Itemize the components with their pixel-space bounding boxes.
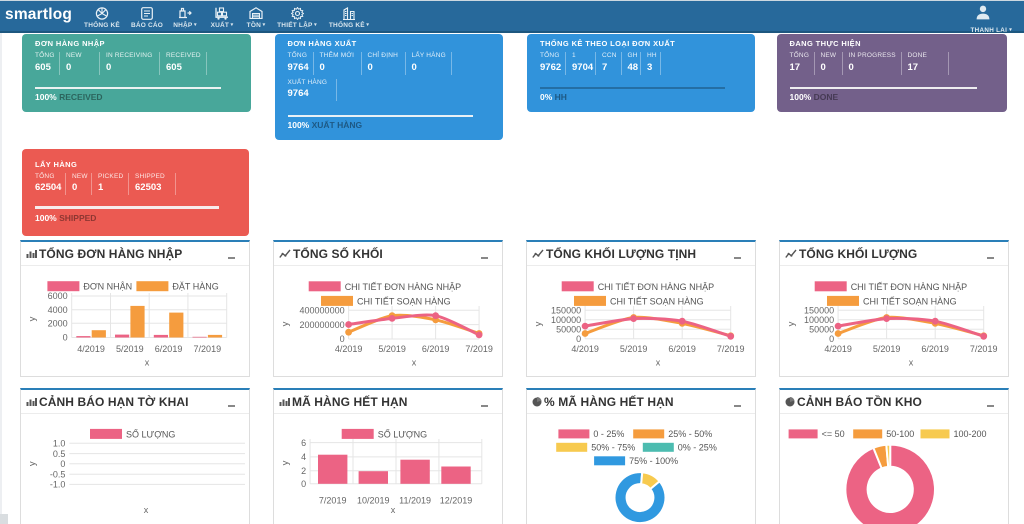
svg-text:0: 0 <box>576 334 581 344</box>
svg-text:6: 6 <box>301 437 306 447</box>
svg-text:2: 2 <box>301 465 306 475</box>
svg-text:x: x <box>656 357 661 367</box>
svg-text:0: 0 <box>340 334 345 344</box>
svg-text:4: 4 <box>301 452 306 462</box>
svg-text:y: y <box>280 460 291 465</box>
svg-text:SỐ LƯỢNG: SỐ LƯỢNG <box>378 428 427 439</box>
svg-text:7/2019: 7/2019 <box>970 344 998 354</box>
svg-text:0: 0 <box>301 479 306 489</box>
svg-text:4/2019: 4/2019 <box>335 344 363 354</box>
svg-text:y: y <box>27 461 38 466</box>
svg-text:50000: 50000 <box>556 324 581 334</box>
svg-text:100-200: 100-200 <box>954 428 987 438</box>
svg-text:-1.0: -1.0 <box>50 479 66 489</box>
svg-text:SỐ LƯỢNG: SỐ LƯỢNG <box>126 428 175 439</box>
svg-text:5/2019: 5/2019 <box>378 344 406 354</box>
svg-text:75% - 100%: 75% - 100% <box>629 455 678 465</box>
svg-text:x: x <box>144 504 149 514</box>
svg-text:6/2019: 6/2019 <box>422 344 450 354</box>
svg-text:7/2019: 7/2019 <box>319 495 347 505</box>
svg-text:x: x <box>391 504 396 514</box>
svg-text:7/2019: 7/2019 <box>717 344 745 354</box>
svg-text:-0.5: -0.5 <box>50 469 66 479</box>
svg-text:x: x <box>909 357 914 367</box>
svg-text:5/2019: 5/2019 <box>620 344 648 354</box>
svg-text:4/2019: 4/2019 <box>824 344 852 354</box>
svg-text:x: x <box>412 357 417 367</box>
svg-text:0: 0 <box>829 334 834 344</box>
svg-text:6000: 6000 <box>48 291 68 301</box>
svg-text:150000: 150000 <box>804 305 834 315</box>
svg-text:100000: 100000 <box>804 314 834 324</box>
svg-text:CHI TIẾT SOẠN HÀNG: CHI TIẾT SOẠN HÀNG <box>863 296 957 306</box>
svg-text:y: y <box>280 321 291 326</box>
svg-text:0: 0 <box>63 332 68 342</box>
svg-text:<= 50: <= 50 <box>822 428 845 438</box>
svg-text:CHI TIẾT ĐƠN HÀNG NHẬP: CHI TIẾT ĐƠN HÀNG NHẬP <box>345 281 461 291</box>
svg-text:y: y <box>533 321 544 326</box>
svg-text:7/2019: 7/2019 <box>465 344 493 354</box>
svg-text:200000000: 200000000 <box>300 319 345 329</box>
svg-text:150000: 150000 <box>551 305 581 315</box>
svg-text:ĐƠN NHẬN: ĐƠN NHẬN <box>83 281 132 291</box>
svg-text:50-100: 50-100 <box>886 428 914 438</box>
svg-text:4000: 4000 <box>48 305 68 315</box>
svg-text:CHI TIẾT ĐƠN HÀNG NHẬP: CHI TIẾT ĐƠN HÀNG NHẬP <box>598 281 714 291</box>
svg-text:2000: 2000 <box>48 318 68 328</box>
svg-text:50% - 75%: 50% - 75% <box>591 442 635 452</box>
svg-text:ĐẶT HÀNG: ĐẶT HÀNG <box>172 281 218 291</box>
svg-text:0 - 25%: 0 - 25% <box>593 428 624 438</box>
svg-text:0% - 25%: 0% - 25% <box>678 442 717 452</box>
svg-text:4/2019: 4/2019 <box>77 344 105 354</box>
svg-text:25% - 50%: 25% - 50% <box>668 428 712 438</box>
svg-text:5/2019: 5/2019 <box>873 344 901 354</box>
svg-text:10/2019: 10/2019 <box>357 495 390 505</box>
svg-text:CHI TIẾT ĐƠN HÀNG NHẬP: CHI TIẾT ĐƠN HÀNG NHẬP <box>851 281 967 291</box>
svg-text:12/2019: 12/2019 <box>440 495 473 505</box>
svg-text:4/2019: 4/2019 <box>571 344 599 354</box>
svg-text:0: 0 <box>60 459 65 469</box>
svg-text:400000000: 400000000 <box>300 305 345 315</box>
svg-text:6/2019: 6/2019 <box>155 344 183 354</box>
svg-text:50000: 50000 <box>809 324 834 334</box>
svg-text:5/2019: 5/2019 <box>116 344 144 354</box>
svg-text:CHI TIẾT SOẠN HÀNG: CHI TIẾT SOẠN HÀNG <box>357 296 451 306</box>
svg-text:CHI TIẾT SOẠN HÀNG: CHI TIẾT SOẠN HÀNG <box>610 296 704 306</box>
svg-text:x: x <box>145 357 150 367</box>
svg-text:1.0: 1.0 <box>53 438 66 448</box>
svg-text:100000: 100000 <box>551 314 581 324</box>
svg-text:y: y <box>27 316 38 321</box>
svg-text:6/2019: 6/2019 <box>668 344 696 354</box>
svg-text:7/2019: 7/2019 <box>194 344 222 354</box>
svg-text:6/2019: 6/2019 <box>921 344 949 354</box>
svg-text:11/2019: 11/2019 <box>399 495 431 505</box>
svg-text:0.5: 0.5 <box>53 448 66 458</box>
svg-text:y: y <box>786 321 797 326</box>
